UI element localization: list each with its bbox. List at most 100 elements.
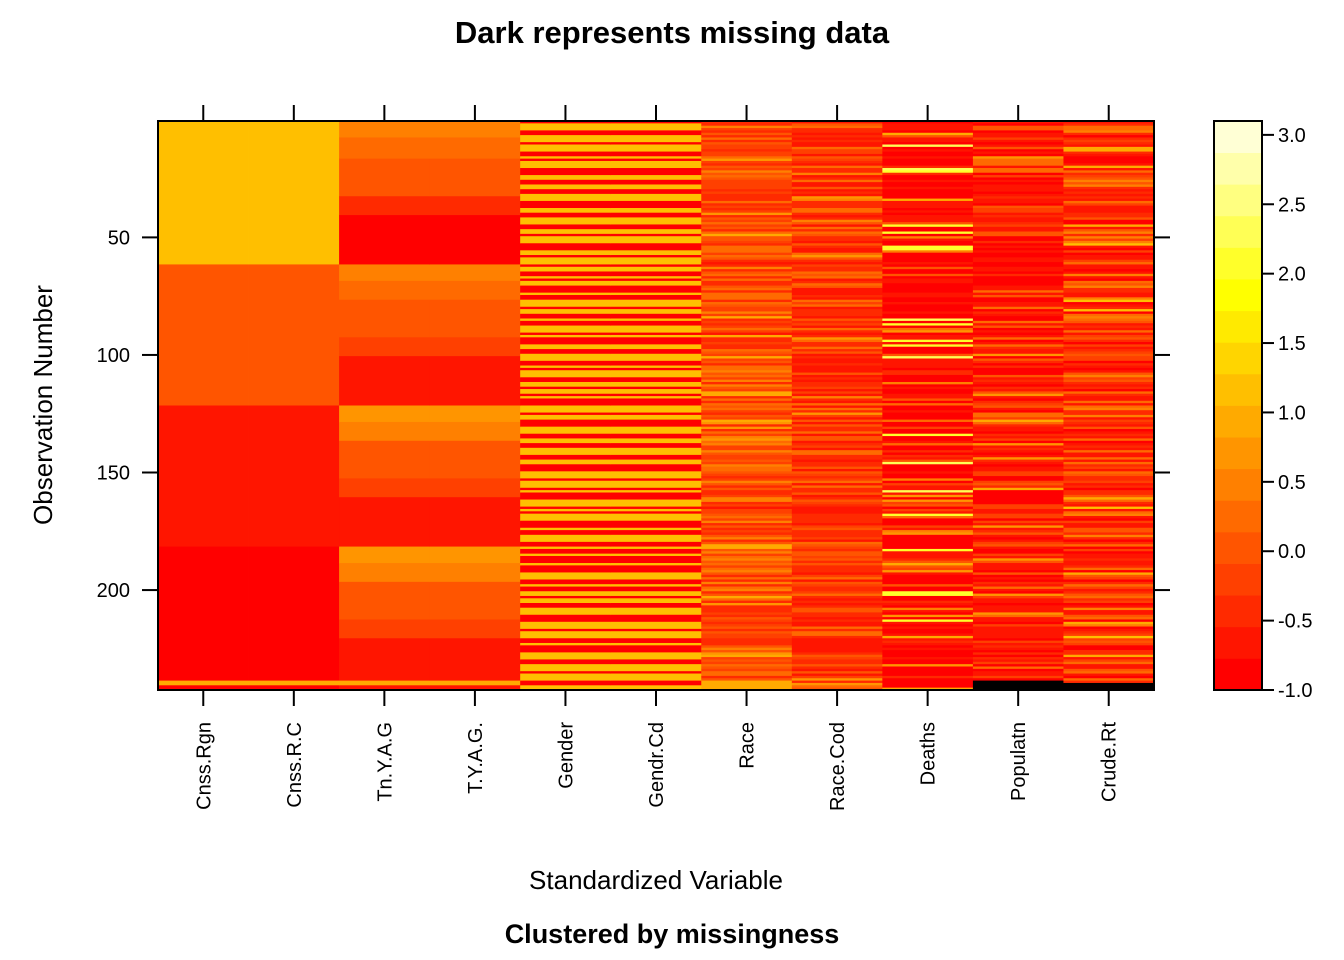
heatmap-cell xyxy=(610,193,702,202)
heatmap-cell xyxy=(882,650,974,658)
heatmap-cell xyxy=(791,635,883,639)
heatmap-cell xyxy=(1063,269,1155,272)
heatmap-cell xyxy=(429,264,521,282)
heatmap-cell xyxy=(882,386,974,390)
heatmap-cell xyxy=(882,461,974,465)
heatmap-cell xyxy=(972,172,1064,176)
heatmap-cell xyxy=(520,389,612,395)
heatmap-cell xyxy=(701,473,793,477)
heatmap-cell xyxy=(791,172,883,176)
heatmap-cell xyxy=(791,572,883,576)
heatmap-cell xyxy=(520,224,612,230)
heatmap-cell xyxy=(882,464,974,472)
heatmap-cell xyxy=(248,685,340,691)
heatmap-cell xyxy=(791,652,883,656)
heatmap-cell xyxy=(610,513,702,522)
heatmap-cell xyxy=(882,558,974,562)
heatmap-cell xyxy=(972,240,1064,244)
heatmap-cell xyxy=(791,555,883,559)
heatmap-cell xyxy=(701,591,793,594)
heatmap-cell xyxy=(520,565,612,573)
heatmap-cell xyxy=(791,504,883,507)
heatmap-cell xyxy=(791,403,883,406)
heatmap-cell xyxy=(520,478,612,482)
heatmap-cell xyxy=(972,617,1064,623)
heatmap-cell xyxy=(1063,459,1155,463)
heatmap-cell xyxy=(972,520,1064,524)
heatmap-cell xyxy=(791,302,883,305)
heatmap-cell xyxy=(520,299,612,308)
heatmap-cell xyxy=(791,501,883,505)
heatmap-cell xyxy=(520,179,612,185)
heatmap-cell xyxy=(882,534,974,550)
heatmap-cell xyxy=(972,563,1064,571)
heatmap-cell xyxy=(520,370,612,378)
heatmap-cell xyxy=(972,572,1064,576)
heatmap-cell xyxy=(882,657,974,660)
heatmap-cell xyxy=(972,346,1064,350)
heatmap-cell xyxy=(520,264,612,268)
heatmap-cell xyxy=(791,494,883,498)
heatmap-cell xyxy=(610,278,702,282)
heatmap-cell xyxy=(1063,553,1155,559)
heatmap-cell xyxy=(791,628,883,632)
heatmap-cell xyxy=(972,165,1064,169)
heatmap-cell xyxy=(520,487,612,491)
heatmap-cell xyxy=(972,548,1064,555)
heatmap-cell xyxy=(1063,353,1155,357)
heatmap-cell xyxy=(610,130,702,136)
heatmap-cell xyxy=(791,675,883,679)
heatmap-cell xyxy=(701,170,793,174)
heatmap-cell xyxy=(791,523,883,526)
heatmap-cell xyxy=(791,153,883,157)
heatmap-cell xyxy=(882,168,974,171)
heatmap-cell xyxy=(791,525,883,529)
heatmap-cell xyxy=(610,563,702,566)
heatmap-cell xyxy=(791,478,883,482)
heatmap-cell xyxy=(972,518,1064,522)
heatmap-cell xyxy=(791,560,883,564)
heatmap-cell xyxy=(791,233,883,237)
heatmap-cell xyxy=(1063,360,1155,364)
heatmap-cell xyxy=(1063,391,1155,395)
heatmap-cell xyxy=(520,325,612,334)
heatmap-cell xyxy=(882,584,974,587)
heatmap-cell xyxy=(972,151,1064,155)
heatmap-cell xyxy=(610,520,702,529)
heatmap-cell xyxy=(610,175,702,181)
x-axis-label: Standardized Variable xyxy=(529,865,783,895)
heatmap-cell xyxy=(701,313,793,317)
heatmap-cell xyxy=(1063,600,1155,604)
heatmap-cell xyxy=(791,612,883,618)
heatmap-cell xyxy=(972,191,1064,195)
heatmap-cell xyxy=(701,302,793,305)
heatmap-cell xyxy=(429,638,521,681)
heatmap-cell xyxy=(1063,419,1155,423)
heatmap-cell xyxy=(1063,520,1155,524)
heatmap-cell xyxy=(701,360,793,364)
heatmap-cell xyxy=(882,586,974,592)
heatmap-cell xyxy=(610,426,702,435)
heatmap-cell xyxy=(882,175,974,181)
heatmap-cell xyxy=(791,393,883,397)
heatmap-cell xyxy=(1063,516,1155,519)
heatmap-cell xyxy=(610,492,702,500)
heatmap-cell xyxy=(610,264,702,268)
heatmap-cell xyxy=(791,353,883,357)
heatmap-cell xyxy=(791,445,883,449)
heatmap-cell xyxy=(1063,316,1155,319)
heatmap-cell xyxy=(882,137,974,143)
heatmap-cell xyxy=(1063,480,1155,484)
heatmap-cell xyxy=(1063,497,1155,500)
heatmap-cell xyxy=(791,591,883,594)
heatmap-cell xyxy=(791,196,883,199)
heatmap-cell xyxy=(882,269,974,275)
heatmap-cell xyxy=(1063,558,1155,562)
heatmap-cell xyxy=(972,532,1064,536)
heatmap-cell xyxy=(610,280,702,286)
heatmap-cell xyxy=(520,393,612,397)
heatmap-cell xyxy=(520,280,612,286)
heatmap-cell xyxy=(1063,142,1155,145)
heatmap-cell xyxy=(701,494,793,498)
heatmap-cell xyxy=(972,541,1064,545)
